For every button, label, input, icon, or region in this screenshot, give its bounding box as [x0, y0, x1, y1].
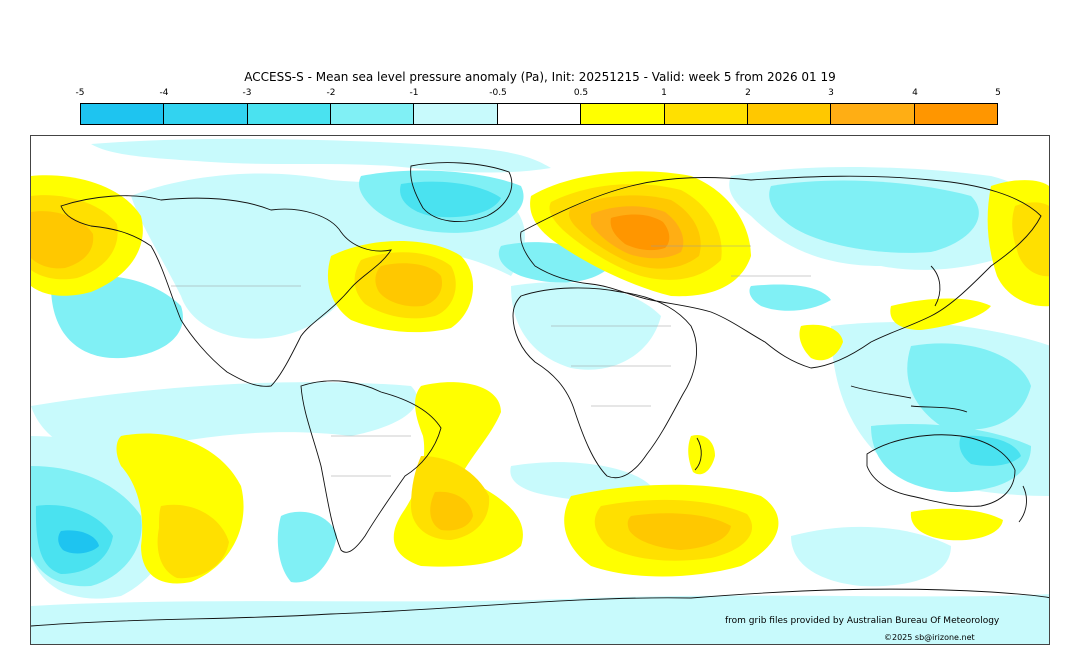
- australia-negative-core: [959, 435, 1021, 466]
- colorbar-tick: -4: [159, 88, 169, 98]
- tasman-positive-region: [910, 508, 1003, 541]
- new-zealand-outline: [1018, 485, 1027, 523]
- south-atlantic-positive-strong: [430, 491, 473, 531]
- colorbar-tick: -2: [326, 88, 336, 98]
- colorbar-tick: -0.5: [489, 88, 507, 98]
- colorbar-tick: -1: [409, 88, 419, 98]
- colorbar-swatch: [914, 104, 997, 124]
- north-pacific-positive-strong: [31, 211, 94, 269]
- positive-anomaly-layer: [31, 171, 1049, 584]
- colorbar-swatch: [247, 104, 332, 124]
- colorbar-tick: 2: [745, 88, 751, 98]
- eurasia-outline: [520, 175, 1042, 369]
- caspian-negative-region: [749, 284, 831, 311]
- greenland-outline: [410, 162, 513, 222]
- colorbar-tick: 4: [912, 88, 918, 98]
- africa-outline: [512, 287, 697, 479]
- antarctica-outline: [31, 588, 1049, 627]
- colorbar: [80, 103, 998, 125]
- colorbar-swatch: [581, 104, 665, 124]
- colorbar-tick: -3: [242, 88, 252, 98]
- south-pacific-positive-mid: [157, 504, 229, 579]
- far-east-positive-mid: [1012, 202, 1049, 277]
- data-credit: from grib files provided by Australian B…: [725, 616, 1000, 626]
- indonesia-negative-core: [907, 343, 1031, 430]
- japan-positive-region: [890, 298, 991, 330]
- antarctic-band-negative: [31, 594, 1049, 644]
- negative-anomaly-layer: [31, 138, 1049, 644]
- colorbar-tick: 0.5: [573, 88, 589, 98]
- colorbar-swatch: [497, 104, 582, 124]
- colorbar-swatch: [414, 104, 498, 124]
- colorbar-swatch: [831, 104, 915, 124]
- colorbar-swatch: [164, 104, 248, 124]
- madagascar-outline: [694, 437, 702, 471]
- europe-positive-core: [610, 214, 670, 251]
- coastlines-layer: [31, 162, 1049, 627]
- south-pacific-negative-deep: [58, 530, 99, 554]
- colorbar-swatch: [81, 104, 165, 124]
- colorbar-swatch: [664, 104, 748, 124]
- southeast-asia-positive-region: [799, 324, 843, 361]
- north-pacific-negative-region: [51, 275, 183, 359]
- south-indian-positive-strong: [627, 513, 731, 550]
- colorbar-tick: -5: [75, 88, 85, 98]
- borders-layer: [171, 245, 811, 477]
- south-indian-negative-region: [791, 526, 951, 587]
- colorbar-swatch: [331, 104, 415, 124]
- siberia-negative-core: [769, 180, 979, 253]
- greenland-negative-core: [400, 181, 501, 218]
- colorbar-tick: 3: [828, 88, 834, 98]
- colorbar-tick: 5: [995, 88, 1001, 98]
- colorbar-swatch: [747, 104, 832, 124]
- australia-outline: [866, 434, 1016, 507]
- colorbar-tick: 1: [661, 88, 667, 98]
- south-america-negative-region: [277, 511, 337, 583]
- indonesia-outline: [850, 385, 968, 413]
- anomaly-map: [30, 135, 1050, 645]
- japan-outline: [930, 265, 941, 307]
- arctic-negative-region: [91, 138, 551, 173]
- north-america-outline: [60, 195, 392, 387]
- map-title: ACCESS-S - Mean sea level pressure anoma…: [244, 70, 836, 84]
- north-atlantic-positive-strong: [375, 263, 443, 307]
- country-borders: [171, 245, 811, 477]
- copyright: ©2025 sb@irizone.net: [884, 633, 975, 642]
- south-america-outline: [300, 380, 442, 553]
